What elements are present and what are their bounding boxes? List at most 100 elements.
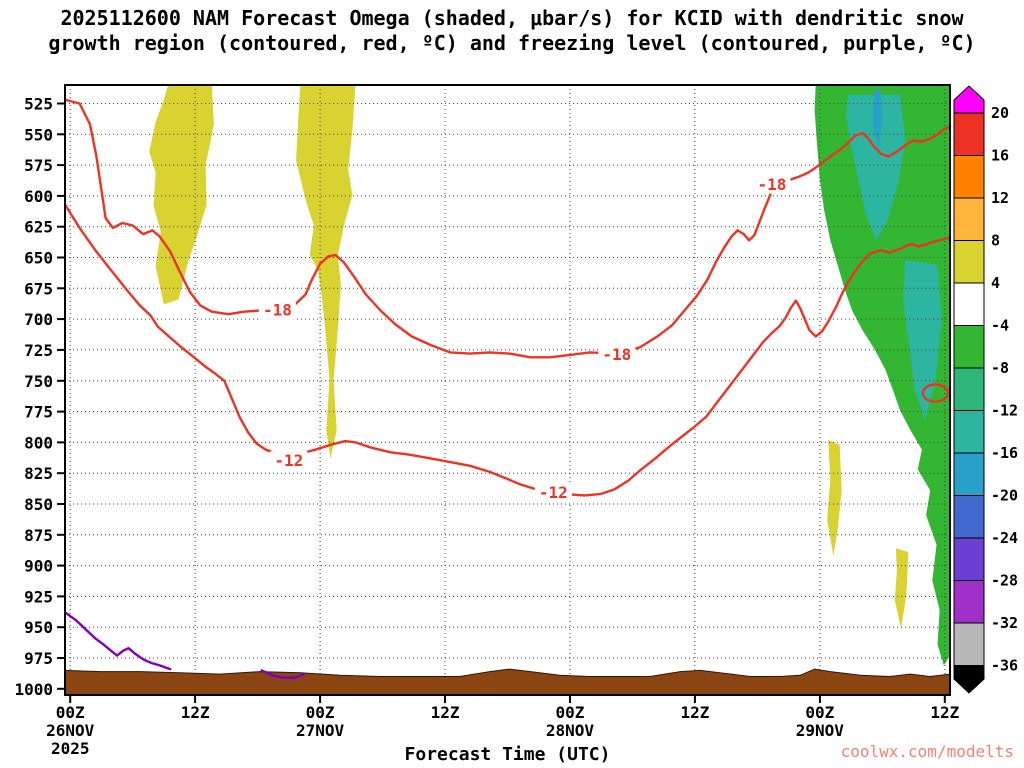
colorbar-tick-label: 4 xyxy=(991,274,1000,292)
colorbar-tick-label: 20 xyxy=(991,104,1009,122)
colorbar-band xyxy=(953,325,985,369)
y-tick-label: 925 xyxy=(24,587,53,606)
omega-shaded-regions xyxy=(149,85,950,666)
omega-region xyxy=(814,85,950,666)
contour-label: -12 xyxy=(274,451,303,470)
colorbar-tick-label: 12 xyxy=(991,189,1009,207)
colorbar-tick-label: -12 xyxy=(991,402,1018,420)
x-axis-title: Forecast Time (UTC) xyxy=(404,744,611,765)
colorbar-tick-label: -36 xyxy=(991,657,1018,675)
x-tick-date: 26NOV xyxy=(46,721,95,740)
x-tick-label: 12Z xyxy=(680,703,709,722)
contour-label: -18 xyxy=(602,345,631,364)
x-tick-date: 29NOV xyxy=(796,721,845,740)
omega-region xyxy=(845,94,906,241)
contours xyxy=(65,98,950,679)
omega-region xyxy=(827,439,842,556)
colorbar-tick-label: 16 xyxy=(991,147,1009,165)
colorbar-band xyxy=(953,580,985,624)
chart-title: 2025112600 NAM Forecast Omega (shaded, μ… xyxy=(0,6,1024,56)
chart-title-line2: growth region (contoured, red, ºC) and f… xyxy=(48,31,976,55)
y-tick-label: 850 xyxy=(24,495,53,514)
y-tick-label: 875 xyxy=(24,526,53,545)
colorbar-band xyxy=(953,410,985,454)
colorbar-band xyxy=(953,367,985,411)
y-tick-label: 600 xyxy=(24,187,53,206)
y-tick-label: 700 xyxy=(24,310,53,329)
colorbar-band xyxy=(953,197,985,241)
colorbar-tick-label: -8 xyxy=(991,359,1009,377)
contour-label: -18 xyxy=(263,301,292,320)
colorbar-band xyxy=(953,537,985,581)
contour-label-bg xyxy=(598,344,636,364)
x-tick-label: 00Z xyxy=(556,703,585,722)
omega-region xyxy=(149,85,214,305)
y-tick-label: 800 xyxy=(24,433,53,452)
x-tick-date: 27NOV xyxy=(296,721,345,740)
colorbar-tick-label: 8 xyxy=(991,232,1000,250)
contour-label: -12 xyxy=(539,483,568,502)
colorbar-tick-label: -32 xyxy=(991,614,1018,632)
terrain xyxy=(65,668,950,695)
dendritic-snow-contour-minus12 xyxy=(65,203,950,497)
colorbar-top-arrow xyxy=(953,85,985,114)
x-tick-label: 12Z xyxy=(431,703,460,722)
y-tick-label: 975 xyxy=(24,649,53,668)
colorbar-band xyxy=(953,112,985,156)
gridlines xyxy=(65,85,950,695)
plot-frame xyxy=(64,84,951,696)
y-tick-label: 650 xyxy=(24,249,53,268)
colorbar-band xyxy=(953,495,985,539)
y-tick-label: 575 xyxy=(24,156,53,175)
x-tick-label: 00Z xyxy=(56,703,85,722)
omega-region xyxy=(903,260,942,421)
x-tick-year: 2025 xyxy=(51,739,90,758)
y-tick-label: 825 xyxy=(24,464,53,483)
dendritic-snow-contour-minus18 xyxy=(65,98,950,359)
y-tick-label: 950 xyxy=(24,618,53,637)
x-tick-label: 12Z xyxy=(181,703,210,722)
freezing-level-contour xyxy=(65,611,172,671)
colorbar-tick-label: -28 xyxy=(991,572,1018,590)
y-tick-label: 1000 xyxy=(14,680,53,699)
colorbar-tick-label: -20 xyxy=(991,487,1018,505)
contour-label-bg xyxy=(534,482,572,502)
y-tick-label: 675 xyxy=(24,279,53,298)
freezing-level-contour-2 xyxy=(260,669,306,679)
x-tick-label: 12Z xyxy=(930,703,959,722)
y-tick-label: 525 xyxy=(24,94,53,113)
watermark: coolwx.com/modelts xyxy=(840,742,1014,761)
colorbar-band xyxy=(953,240,985,284)
y-axis: 525 550 575 600 625 650 675 700 725 750 775 800 825 8… xyxy=(14,94,65,699)
colorbar-tick-label: -16 xyxy=(991,444,1018,462)
x-tick-date: 28NOV xyxy=(546,721,595,740)
colorbar-bottom-arrow xyxy=(953,665,985,694)
contour-label-bg xyxy=(270,450,308,470)
colorbar-band xyxy=(953,282,985,326)
colorbar-band xyxy=(953,622,985,666)
colorbar-band xyxy=(953,155,985,199)
colorbar: 20 16 12 8 4 -4 -8 -12 -16 -20 -24 -28 -32 -36 xyxy=(953,85,1018,694)
y-tick-label: 900 xyxy=(24,557,53,576)
omega-region xyxy=(894,548,909,629)
colorbar-band xyxy=(953,452,985,496)
contour-label-bg xyxy=(753,174,791,194)
chart-title-line1: 2025112600 NAM Forecast Omega (shaded, μ… xyxy=(60,6,964,30)
y-tick-label: 775 xyxy=(24,403,53,422)
y-tick-label: 550 xyxy=(24,125,53,144)
contour-label-bg xyxy=(258,300,296,320)
x-tick-label: 00Z xyxy=(306,703,335,722)
dendritic-snow-closed-contour xyxy=(921,383,950,403)
omega-region xyxy=(873,89,883,151)
y-tick-label: 725 xyxy=(24,341,53,360)
y-tick-label: 625 xyxy=(24,218,53,237)
contour-label: -18 xyxy=(758,175,787,194)
omega-region xyxy=(296,85,356,459)
colorbar-tick-label: -4 xyxy=(991,317,1009,335)
colorbar-tick-label: -24 xyxy=(991,529,1018,547)
x-tick-label: 00Z xyxy=(805,703,834,722)
y-tick-label: 750 xyxy=(24,372,53,391)
